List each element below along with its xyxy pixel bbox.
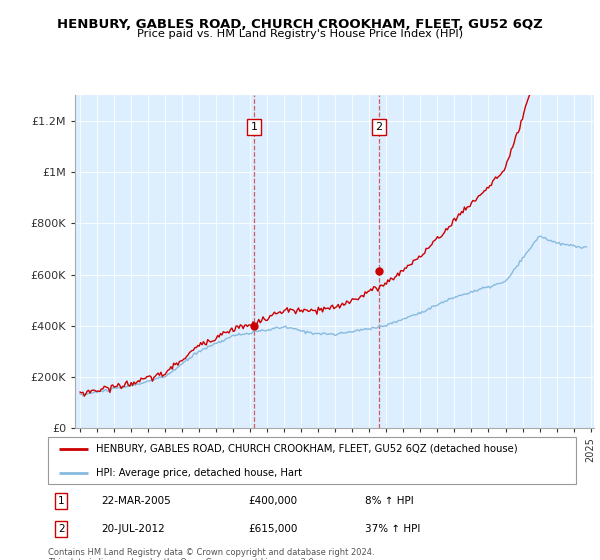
Text: 8% ↑ HPI: 8% ↑ HPI xyxy=(365,496,413,506)
Text: 2: 2 xyxy=(375,122,382,132)
Text: HPI: Average price, detached house, Hart: HPI: Average price, detached house, Hart xyxy=(95,468,302,478)
Text: 1: 1 xyxy=(58,496,65,506)
Text: £400,000: £400,000 xyxy=(248,496,298,506)
Text: £615,000: £615,000 xyxy=(248,524,298,534)
FancyBboxPatch shape xyxy=(48,437,576,484)
Text: HENBURY, GABLES ROAD, CHURCH CROOKHAM, FLEET, GU52 6QZ (detached house): HENBURY, GABLES ROAD, CHURCH CROOKHAM, F… xyxy=(95,444,517,454)
Text: 20-JUL-2012: 20-JUL-2012 xyxy=(101,524,164,534)
Text: Price paid vs. HM Land Registry's House Price Index (HPI): Price paid vs. HM Land Registry's House … xyxy=(137,29,463,39)
Text: 1: 1 xyxy=(251,122,257,132)
Text: 2: 2 xyxy=(58,524,65,534)
Text: 37% ↑ HPI: 37% ↑ HPI xyxy=(365,524,420,534)
Text: 22-MAR-2005: 22-MAR-2005 xyxy=(101,496,170,506)
Text: HENBURY, GABLES ROAD, CHURCH CROOKHAM, FLEET, GU52 6QZ: HENBURY, GABLES ROAD, CHURCH CROOKHAM, F… xyxy=(57,18,543,31)
Text: Contains HM Land Registry data © Crown copyright and database right 2024.
This d: Contains HM Land Registry data © Crown c… xyxy=(48,548,374,560)
